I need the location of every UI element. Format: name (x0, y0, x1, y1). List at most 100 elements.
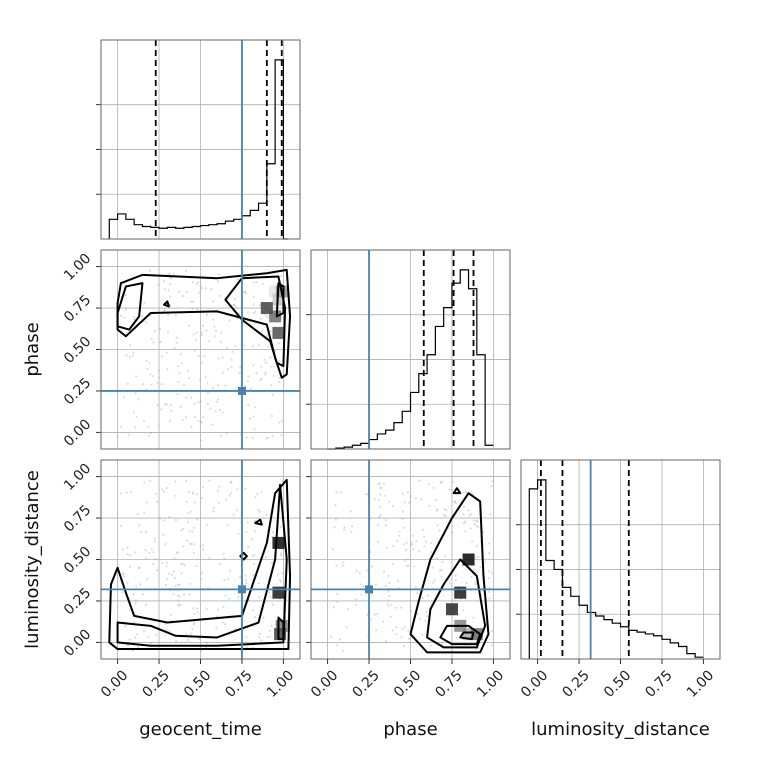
sample-point (226, 524, 229, 527)
sample-point (208, 339, 211, 343)
sample-point (166, 368, 169, 371)
sample-point (218, 563, 221, 566)
sample-point (474, 583, 477, 586)
sample-point (253, 616, 257, 619)
sample-point (145, 359, 148, 362)
sample-point (165, 351, 169, 355)
sample-point (266, 436, 270, 439)
sample-point (199, 284, 202, 288)
sample-point (143, 301, 146, 304)
sample-point (280, 434, 283, 437)
sample-point (247, 375, 250, 378)
sample-point (221, 356, 224, 359)
sample-point (258, 636, 261, 639)
sample-point (418, 479, 421, 482)
sample-point (435, 498, 438, 501)
sample-point (173, 576, 177, 579)
sample-point (482, 531, 485, 534)
sample-point (360, 593, 363, 596)
sample-point (382, 620, 385, 623)
sample-point (271, 435, 274, 438)
y-tick-label: 0.25 (61, 585, 94, 618)
sample-point (251, 554, 254, 558)
sample-point (181, 419, 184, 422)
sample-point (259, 378, 262, 382)
sample-point (465, 490, 468, 494)
sample-point (475, 525, 478, 528)
sample-point (135, 416, 138, 419)
sample-point (330, 635, 333, 638)
sample-point (338, 638, 341, 641)
sample-point (389, 603, 392, 606)
sample-point (222, 605, 225, 609)
sample-point (378, 515, 381, 519)
sample-point (335, 600, 339, 603)
sample-point (202, 548, 205, 551)
sample-point (373, 498, 376, 501)
sample-point (175, 640, 178, 643)
sample-point (444, 515, 447, 518)
contour (409, 492, 490, 654)
sample-point (487, 570, 491, 573)
sample-point (279, 552, 283, 555)
density-cell (272, 326, 285, 339)
sample-point (149, 373, 152, 376)
sample-point (147, 434, 151, 437)
histogram-geocent_time (108, 59, 289, 240)
sample-point (172, 593, 175, 596)
sample-point (388, 581, 391, 585)
sample-point (231, 350, 234, 354)
sample-point (238, 371, 241, 374)
sample-point (134, 426, 137, 429)
sample-point (137, 566, 141, 570)
sample-point (124, 625, 127, 628)
x-tick-label: 0.75 (222, 667, 255, 700)
sample-point (176, 594, 179, 597)
sample-point (189, 543, 192, 546)
sample-point (252, 312, 255, 315)
sample-point (419, 617, 422, 620)
sample-point (416, 592, 419, 595)
sample-point (237, 532, 240, 535)
sample-point (138, 524, 141, 527)
sample-point (196, 518, 199, 521)
x-tick-label: 0.25 (140, 667, 173, 700)
sample-point (398, 530, 401, 533)
sample-point (376, 541, 380, 544)
sample-point (488, 590, 491, 593)
sample-point (403, 559, 406, 562)
sample-point (132, 351, 135, 354)
sample-point (219, 341, 222, 344)
sample-point (208, 479, 211, 482)
sample-point (178, 595, 181, 598)
sample-point (186, 520, 190, 524)
sample-point (401, 627, 404, 631)
sample-point (279, 580, 282, 583)
sample-point (403, 501, 406, 504)
sample-point (193, 621, 196, 624)
sample-point (382, 570, 386, 573)
sample-point (264, 556, 268, 559)
y-tick-label: 0.75 (61, 292, 94, 325)
sample-point (185, 479, 188, 482)
sample-point (477, 555, 480, 558)
sample-point (472, 616, 475, 619)
sample-point (202, 416, 205, 419)
sample-point (334, 503, 337, 507)
sample-point (212, 510, 215, 513)
sample-point (179, 562, 182, 566)
sample-point (177, 364, 180, 367)
sample-point (262, 616, 265, 619)
sample-point (168, 629, 172, 633)
sample-point (174, 480, 177, 483)
sample-point (148, 362, 151, 365)
sample-point (409, 494, 412, 498)
sample-point (443, 508, 446, 511)
sample-point (153, 537, 156, 540)
sample-point (216, 384, 219, 387)
sample-point (260, 639, 263, 642)
sample-point (208, 557, 211, 560)
sample-point (216, 398, 220, 401)
sample-point (410, 541, 413, 544)
sample-point (454, 574, 457, 577)
